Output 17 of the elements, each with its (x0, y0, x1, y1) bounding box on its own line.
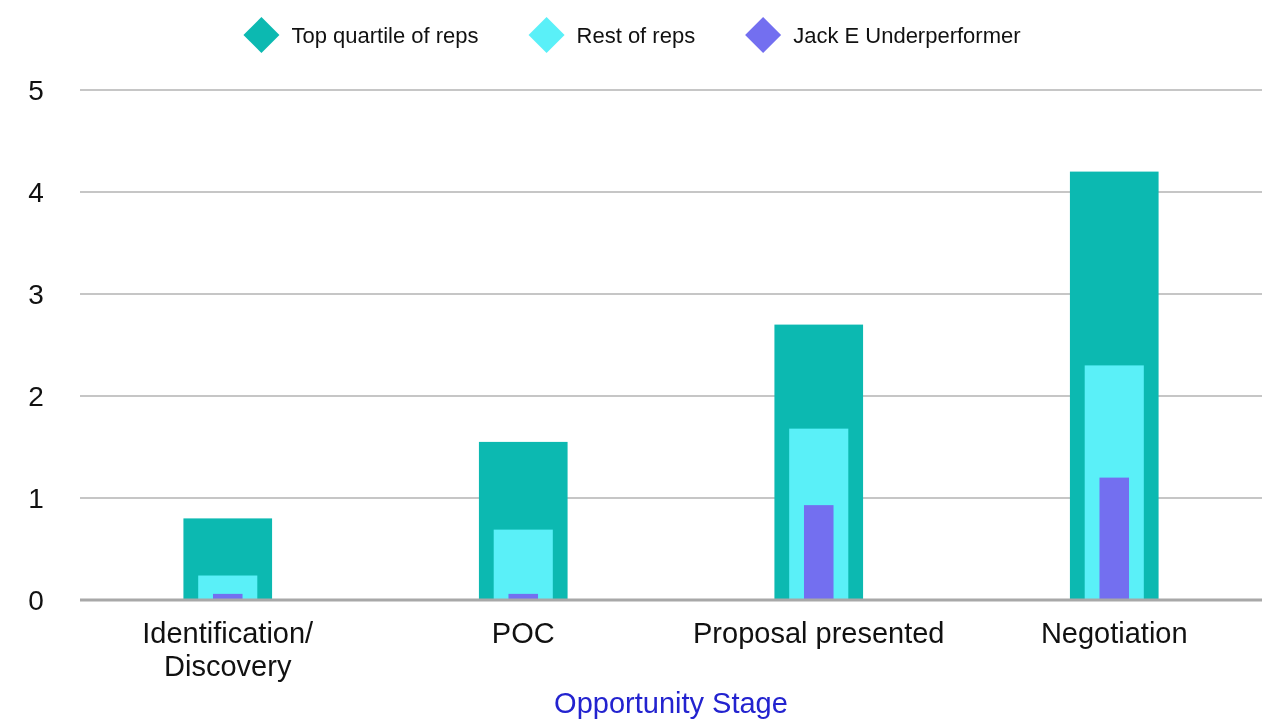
y-tick-label: 1 (28, 482, 44, 514)
legend-label: Jack E Underperformer (793, 22, 1021, 48)
bar (1099, 477, 1130, 600)
legend-label: Top quartile of reps (291, 22, 479, 48)
x-axis-title: Opportunity Stage (554, 687, 788, 719)
x-tick-label: Negotiation (1040, 617, 1188, 649)
y-tick-label: 5 (28, 74, 44, 106)
x-tick-label: Proposal presented (693, 617, 945, 649)
y-tick-label: 0 (28, 584, 44, 616)
bar (493, 529, 553, 600)
y-tick-label: 2 (28, 380, 44, 412)
y-tick-label: 4 (28, 176, 44, 208)
x-tick-label: Identification/ Discovery (142, 617, 315, 682)
y-tick-label: 3 (28, 278, 44, 310)
x-tick-label: POC (491, 617, 555, 649)
bar (803, 505, 834, 600)
legend-label: Rest of reps (576, 22, 696, 48)
